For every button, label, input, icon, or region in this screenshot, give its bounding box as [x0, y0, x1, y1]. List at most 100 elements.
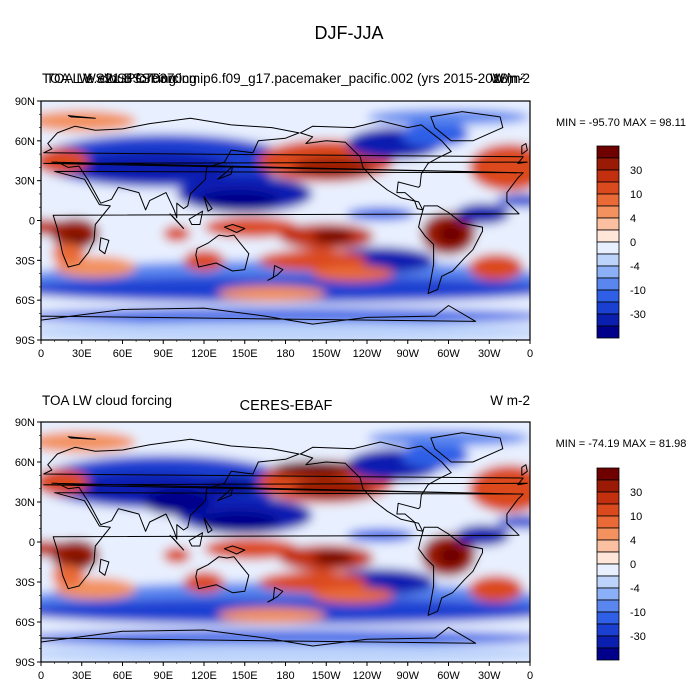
field-region-32 [51, 243, 85, 265]
panel-obs-axes: 0 30E 60E 90E 120E 150E 180 150W 120W 90W 60W 30W 09… [15, 417, 533, 682]
field-region-36 [312, 265, 395, 282]
figure-title: DJF-JJA [315, 23, 384, 43]
field-region-14 [400, 442, 469, 469]
x-tick-label: 150E [232, 670, 258, 682]
x-tick-label: 0 [527, 670, 533, 682]
colorbar-box [596, 157, 620, 171]
colorbar-label: 30 [630, 487, 642, 499]
y-tick-label: 90S [15, 657, 35, 669]
coastline-7 [169, 534, 185, 551]
colorbar-box [596, 169, 620, 183]
colorbar-label: -4 [630, 261, 640, 273]
field-region-20 [204, 216, 300, 238]
coastline-0 [52, 170, 524, 268]
field-region-34 [258, 249, 367, 271]
colorbar-box [596, 289, 620, 303]
colorbar-box [596, 253, 620, 267]
colorbar-box [596, 325, 620, 339]
colorbar-box [596, 313, 620, 327]
colorbar-box [596, 539, 620, 553]
field-region-12 [41, 468, 89, 496]
x-tick-label: 0 [527, 348, 533, 360]
x-tick-label: 90E [153, 348, 173, 360]
field-region-34 [258, 571, 367, 593]
field-region-4 [41, 321, 530, 340]
coastline-10 [217, 486, 233, 502]
field-region-16 [367, 430, 530, 446]
panel-model-title-left: TOA LW SWSPC70orcing [42, 71, 197, 86]
y-tick-label: 90N [15, 96, 35, 108]
x-tick-label: 60W [437, 670, 460, 682]
field-region-20 [204, 538, 300, 560]
field-region-8 [197, 511, 279, 533]
panel-model-axes: 0 30E 60E 90E 120E 150E 180 150W 120W 90W 60W 30W 09… [15, 96, 533, 360]
coastline-3 [299, 120, 452, 211]
coastline-5 [430, 111, 504, 142]
colorbar-label: 0 [630, 559, 636, 571]
field-region-36 [312, 587, 395, 604]
colorbar-label: 10 [630, 511, 642, 523]
x-tick-label: 60E [113, 348, 133, 360]
panel-model-colorbar: 30 10 4 0 -4 -10 -30 [596, 145, 646, 339]
panel-obs-coastlines [41, 432, 528, 662]
colorbar-box [596, 563, 620, 577]
panel-obs-stats: MIN = -74.19 MAX = 81.98 [556, 438, 687, 450]
field-region-22 [312, 551, 354, 565]
panel-model-field [41, 101, 530, 340]
y-tick-label: 60S [15, 295, 35, 307]
field-region-15 [41, 110, 137, 132]
y-tick-label: 30N [15, 176, 35, 188]
field-region-31 [217, 607, 327, 624]
field-region-16 [367, 108, 530, 125]
y-tick-label: 0 [29, 537, 35, 549]
colorbar-box [596, 575, 620, 589]
panel-obs-title-right: W m-2 [490, 393, 530, 408]
colorbar-box [596, 587, 620, 601]
coastline-10 [217, 165, 233, 180]
colorbar-box [596, 265, 620, 279]
y-tick-label: 90S [15, 335, 35, 347]
colorbar-box [596, 647, 620, 661]
colorbar-label: 4 [630, 213, 636, 225]
panel-model-title-center: e.e21.BSSP370cmip6.f09_g17.pacemaker_pac… [86, 71, 512, 86]
x-tick-label: 150W [312, 348, 341, 360]
field-region-11 [468, 464, 530, 513]
panel-model-stats: MIN = -95.70 MAX = 98.11 [556, 117, 686, 129]
panel-model-title-right: W m-2 [490, 71, 530, 86]
coastline-13 [267, 586, 284, 603]
colorbar-label: 4 [630, 535, 636, 547]
coastline-14 [203, 517, 213, 534]
x-tick-label: 180 [276, 348, 294, 360]
field-region-30 [496, 193, 530, 208]
x-tick-label: 90W [396, 348, 419, 360]
coastline-9 [223, 224, 246, 233]
coastline-11 [98, 558, 110, 576]
field-region-39 [204, 478, 259, 494]
field-region-22 [312, 229, 354, 244]
colorbar-box [596, 599, 620, 613]
coastline-6 [41, 626, 477, 662]
colorbar-label: -10 [630, 607, 646, 619]
colorbar-box [596, 611, 620, 625]
colorbar-box [596, 503, 620, 517]
x-tick-label: 120E [191, 348, 217, 360]
colorbar-box [596, 181, 620, 195]
colorbar-label: -4 [630, 583, 640, 595]
field-region-38 [271, 460, 354, 477]
field-region-35 [163, 225, 191, 242]
panel-model-title-right-alt: W/m² [493, 71, 526, 86]
field-region-29 [183, 571, 225, 593]
y-tick-label: 60S [15, 617, 35, 629]
x-tick-label: 150W [312, 670, 341, 682]
coastline-13 [267, 265, 284, 281]
colorbar-box [596, 467, 620, 481]
x-tick-label: 180 [276, 670, 294, 682]
x-tick-label: 30W [478, 348, 501, 360]
field-region-6 [68, 151, 232, 184]
panel-model-coastlines [41, 111, 528, 340]
coastline-15 [67, 115, 96, 119]
coastline-9 [223, 545, 246, 555]
x-tick-label: 120W [353, 348, 382, 360]
coastline-3 [299, 441, 452, 532]
